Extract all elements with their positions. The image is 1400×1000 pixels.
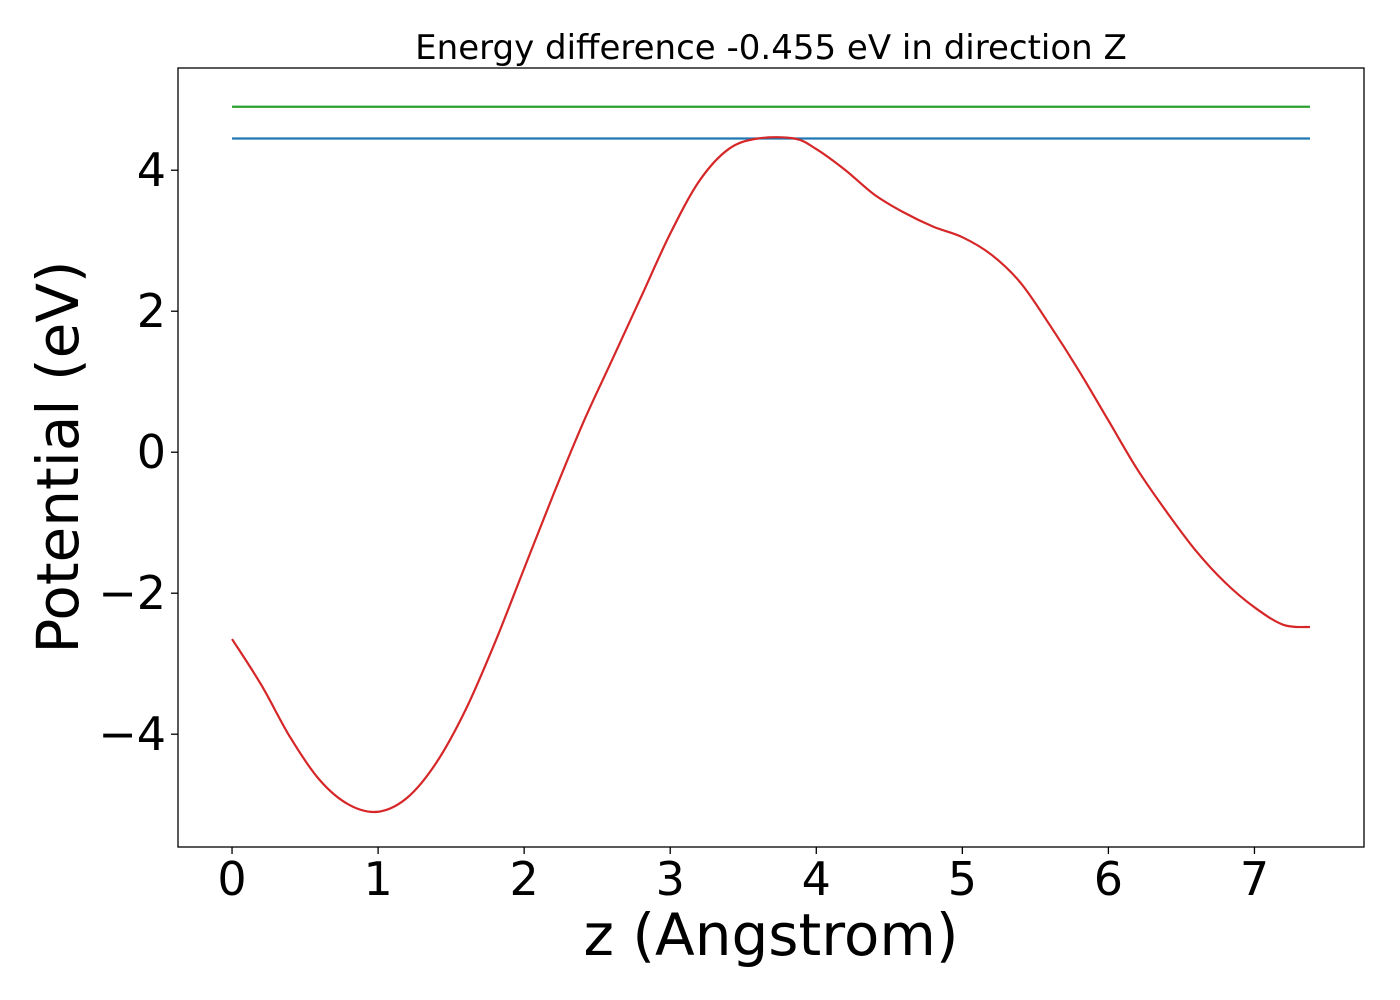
y-axis-label: Potential (eV)	[24, 260, 92, 653]
x-tick-label: 6	[1094, 852, 1123, 906]
x-axis-label: z (Angstrom)	[584, 901, 959, 969]
y-tick-label: 0	[137, 425, 166, 479]
series-layer	[231, 105, 1311, 814]
chart-title: Energy difference -0.455 eV in direction…	[415, 28, 1127, 68]
y-tick-label: −4	[98, 707, 166, 761]
x-axis-ticks: 0 1 2 3 4 5 6 7	[217, 847, 1269, 906]
y-tick-label: 2	[137, 284, 166, 338]
plot-background	[178, 68, 1364, 847]
x-tick-label: 0	[217, 852, 246, 906]
series-line-0	[231, 136, 1311, 814]
x-tick-label: 4	[802, 852, 831, 906]
y-axis-ticks: −4 −2 0 2 4	[98, 143, 178, 761]
x-tick-label: 7	[1240, 852, 1269, 906]
y-tick-label: −2	[98, 566, 166, 620]
x-tick-label: 3	[656, 852, 685, 906]
x-tick-label: 5	[948, 852, 977, 906]
x-tick-label: 1	[363, 852, 392, 906]
x-tick-label: 2	[510, 852, 539, 906]
y-tick-label: 4	[137, 143, 166, 197]
plot-frame	[177, 67, 1365, 848]
